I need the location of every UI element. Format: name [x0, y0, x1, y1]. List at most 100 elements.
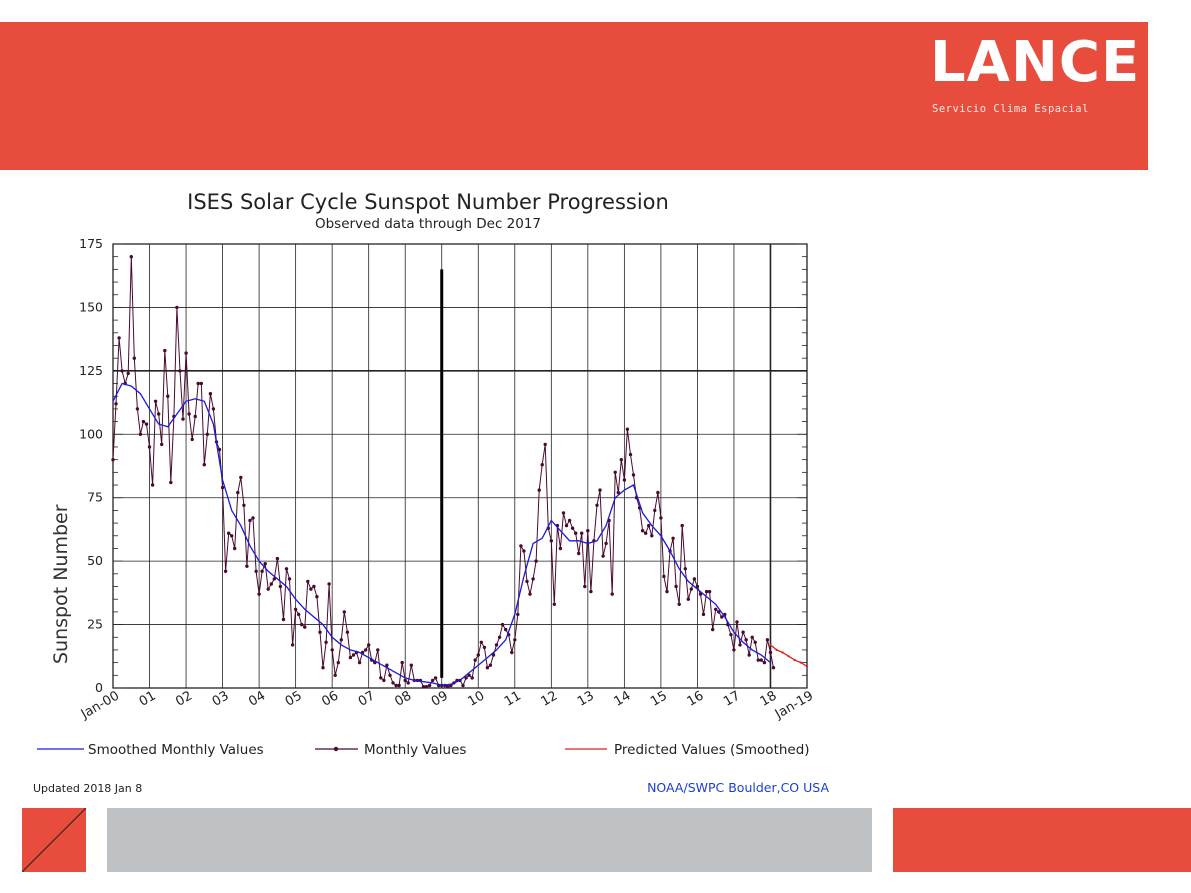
monthly-point [391, 681, 395, 685]
monthly-point [692, 577, 697, 581]
monthly-point [610, 592, 614, 596]
legend-monthly-label: Monthly Values [364, 742, 466, 758]
monthly-point [169, 480, 173, 485]
monthly-point [616, 490, 620, 495]
monthly-point [561, 511, 566, 515]
monthly-point [260, 569, 264, 573]
y-tick-label: 125 [79, 363, 103, 378]
logo-text: LANCE [930, 30, 1141, 95]
predicted-point [787, 655, 790, 658]
monthly-point [278, 584, 283, 589]
legend: Smoothed Monthly Values Monthly Values P… [37, 742, 810, 758]
monthly-point [491, 653, 496, 657]
monthly-point [680, 523, 684, 528]
monthly-point [114, 402, 118, 406]
monthly-point [707, 589, 712, 594]
monthly-point [205, 432, 209, 436]
monthly-point [704, 589, 709, 594]
x-tick-label: 03 [210, 688, 232, 709]
monthly-point [290, 643, 295, 647]
x-tick-label: 08 [392, 688, 414, 709]
monthly-point [150, 483, 155, 487]
monthly-point [543, 442, 547, 447]
monthly-point [494, 643, 499, 647]
monthly-point [714, 607, 718, 611]
monthly-point [135, 407, 140, 411]
monthly-point [166, 394, 170, 398]
monthly-point [598, 488, 602, 492]
monthly-point [120, 369, 124, 373]
monthly-point [732, 648, 736, 652]
monthly-point [433, 676, 438, 680]
monthly-point [497, 635, 502, 639]
monthly-point [254, 569, 258, 573]
monthly-point [272, 577, 276, 581]
monthly-point [476, 653, 480, 657]
monthly-point [430, 678, 435, 683]
monthly-point [549, 539, 553, 543]
monthly-point [741, 630, 745, 634]
legend-monthly-marker [333, 746, 339, 752]
monthly-point [525, 579, 529, 584]
monthly-point [321, 666, 325, 670]
monthly-point [132, 356, 136, 360]
monthly-point [446, 685, 450, 689]
monthly-point [729, 633, 733, 637]
monthly-point [711, 627, 715, 632]
monthly-point [683, 567, 687, 571]
monthly-point [540, 463, 544, 467]
monthly-point [671, 536, 675, 540]
monthly-point [528, 592, 532, 596]
monthly-point [756, 658, 760, 662]
monthly-point [424, 685, 429, 689]
monthly-point [744, 638, 748, 642]
x-tick-label: 11 [502, 688, 524, 709]
monthly-point [534, 559, 538, 563]
monthly-point [303, 625, 307, 629]
predicted-point [769, 643, 772, 646]
monthly-point [306, 579, 310, 584]
monthly-point [312, 584, 316, 589]
monthly-point [263, 562, 267, 566]
monthly-point [144, 422, 149, 426]
monthly-point [625, 427, 630, 431]
x-tick-label: 02 [173, 688, 195, 709]
grid-lines [113, 243, 807, 689]
monthly-point [586, 529, 590, 533]
monthly-point [339, 638, 343, 642]
predicted-point [793, 659, 796, 662]
monthly-point [309, 587, 313, 591]
monthly-point [485, 666, 490, 670]
monthly-point [686, 597, 690, 601]
monthly-point [394, 683, 398, 688]
monthly-point [558, 546, 563, 551]
y-tick-label: 50 [87, 553, 103, 568]
monthly-point [245, 564, 249, 568]
x-tick-label: 17 [721, 688, 743, 709]
monthly-point [181, 417, 185, 421]
monthly-point [470, 676, 474, 680]
monthly-point [701, 612, 706, 617]
monthly-point [345, 630, 350, 634]
monthly-point [747, 653, 751, 657]
logo-subtitle: Servicio Clima Espacial [932, 103, 1089, 115]
plot-frame [112, 243, 808, 689]
monthly-point [613, 470, 617, 474]
predicted-point [799, 661, 803, 664]
monthly-point [519, 544, 523, 548]
monthly-point [202, 463, 206, 467]
monthly-point [220, 485, 225, 490]
monthly-point [717, 610, 721, 614]
predicted-point [781, 651, 784, 654]
source-note: NOAA/SWPC Boulder,CO USA [647, 780, 829, 795]
monthly-point [257, 592, 261, 596]
y-tick-labels: 0 25 50 75 100 125 150 175 [79, 236, 103, 695]
monthly-point [689, 587, 693, 591]
chart-subtitle: Observed data through Dec 2017 [315, 216, 541, 232]
monthly-point [385, 663, 389, 667]
footer-left-block [21, 807, 87, 873]
monthly-point [537, 488, 541, 492]
x-tick-label: 12 [538, 688, 560, 709]
monthly-point [665, 589, 669, 594]
monthly-point [351, 653, 356, 657]
